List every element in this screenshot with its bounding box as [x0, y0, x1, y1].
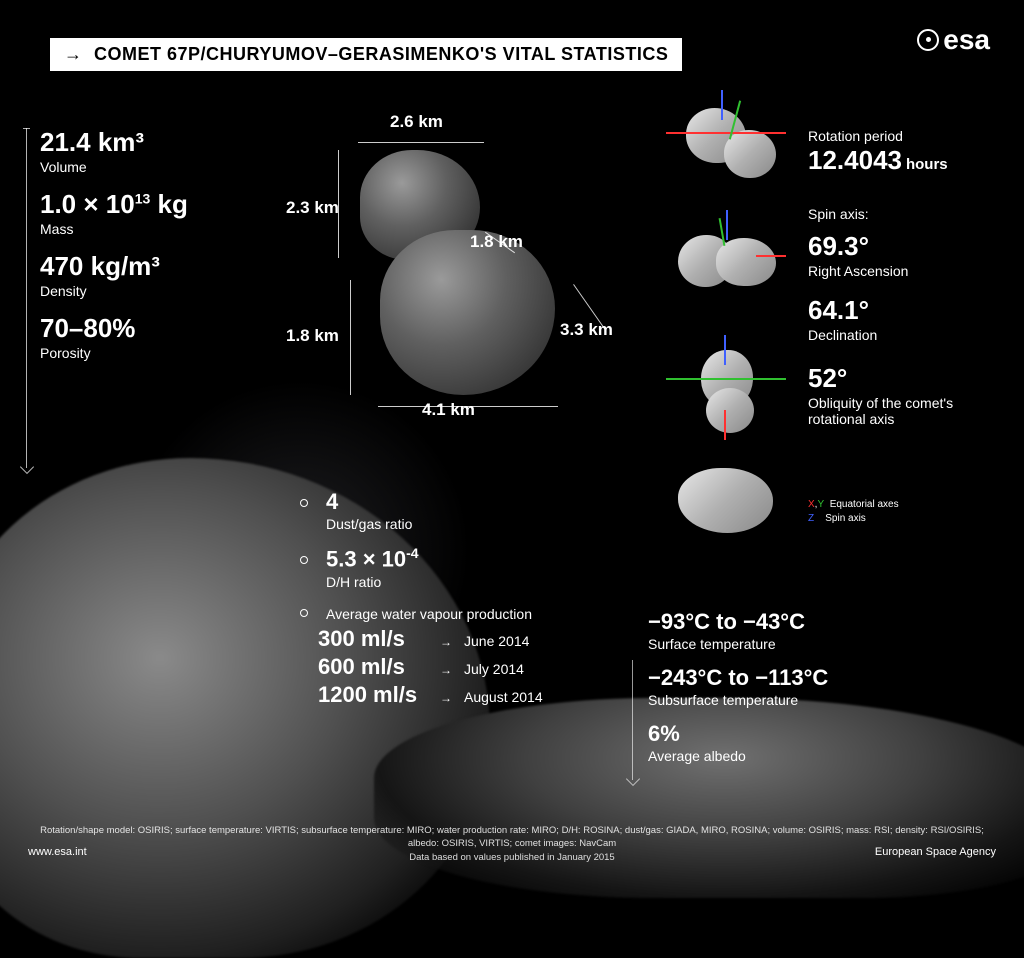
arrow-icon: → [440, 635, 452, 649]
water-val-1: 600 ml/s [318, 654, 428, 680]
arrow-icon: → [64, 44, 83, 64]
dec-value: 64.1° [808, 296, 877, 325]
z-axis-icon [721, 90, 723, 120]
water-date-2: August 2014 [464, 689, 543, 705]
water-row-0: 300 ml/s → June 2014 [318, 626, 543, 652]
stat-albedo: 6% Average albedo [648, 722, 746, 764]
model-view-2 [666, 210, 786, 310]
bullet-icon [300, 609, 308, 617]
dh-label: D/H ratio [326, 574, 419, 590]
water-date-1: July 2014 [464, 661, 524, 677]
comet-dimensions-diagram [300, 130, 600, 440]
stat-density: 470 kg/m³ Density [40, 252, 160, 299]
footer-agency: European Space Agency [875, 846, 996, 858]
water-row-1: 600 ml/s → July 2014 [318, 654, 543, 680]
density-value: 470 kg/m³ [40, 252, 160, 281]
rotation-value: 12.4043 [808, 145, 902, 175]
water-val-0: 300 ml/s [318, 626, 428, 652]
esa-logo-text: esa [943, 24, 990, 56]
z-label: Z [808, 513, 814, 524]
z-axis-icon [726, 210, 728, 240]
ra-label: Right Ascension [808, 263, 908, 279]
x-axis-icon [666, 132, 786, 134]
y-label: Y [817, 499, 824, 510]
dim-head-w: 2.6 km [390, 112, 443, 132]
arrow-icon: → [440, 691, 452, 705]
albedo-label: Average albedo [648, 748, 746, 764]
footer-credits: Rotation/shape model: OSIRIS; surface te… [0, 824, 1024, 864]
dim-body-h: 1.8 km [286, 326, 339, 346]
stat-dust-gas: 4 Dust/gas ratio [300, 490, 412, 536]
volume-label: Volume [40, 159, 144, 175]
arrow-icon: → [440, 663, 452, 677]
water-date-0: June 2014 [464, 633, 529, 649]
water-row-2: 1200 ml/s → August 2014 [318, 682, 543, 708]
x-axis-icon [724, 410, 726, 440]
dustgas-value: 4 [326, 490, 412, 514]
stat-dh-ratio: 5.3 × 10-4 D/H ratio [300, 546, 419, 594]
volume-value: 21.4 km³ [40, 128, 144, 157]
credits-text: Rotation/shape model: OSIRIS; surface te… [30, 824, 994, 851]
esa-logo-icon [917, 29, 939, 51]
stat-subsurface-temp: −243°C to −113°C Subsurface temperature [648, 666, 828, 708]
spin-axis-header: Spin axis: [808, 206, 869, 224]
dim-body-d: 3.3 km [560, 320, 613, 340]
rotation-label: Rotation period [808, 128, 948, 144]
title-bar: → COMET 67P/CHURYUMOV–GERASIMENKO'S VITA… [50, 38, 682, 71]
xy-legend: Equatorial axes [830, 499, 899, 510]
esa-logo: esa [917, 24, 990, 56]
subsurface-temp-value: −243°C to −113°C [648, 666, 828, 690]
stat-rotation: Rotation period 12.4043hours [808, 128, 948, 175]
stat-right-ascension: 69.3° Right Ascension [808, 232, 908, 279]
spin-header: Spin axis: [808, 206, 869, 222]
mass-label: Mass [40, 221, 188, 237]
porosity-label: Porosity [40, 345, 135, 361]
stat-water-vapour: Average water vapour production 300 ml/s… [300, 604, 543, 710]
footer-url: www.esa.int [28, 846, 87, 858]
water-val-2: 1200 ml/s [318, 682, 428, 708]
stat-porosity: 70–80% Porosity [40, 314, 135, 361]
subsurface-temp-label: Subsurface temperature [648, 692, 828, 708]
data-note: Data based on values published in Januar… [30, 851, 994, 864]
albedo-value: 6% [648, 722, 746, 746]
surface-temp-label: Surface temperature [648, 636, 805, 652]
left-indicator-line [26, 128, 27, 468]
bullet-icon [300, 499, 308, 507]
stat-declination: 64.1° Declination [808, 296, 877, 343]
dustgas-label: Dust/gas ratio [326, 516, 412, 532]
dh-value: 5.3 × 10-4 [326, 546, 419, 572]
rotation-unit: hours [906, 156, 948, 173]
bullet-icon [300, 556, 308, 564]
obliq-label: Obliquity of the comet's rotational axis [808, 395, 998, 427]
ra-value: 69.3° [808, 232, 908, 261]
z-legend: Spin axis [825, 513, 866, 524]
obliq-value: 52° [808, 364, 998, 393]
porosity-value: 70–80% [40, 314, 135, 343]
stat-surface-temp: −93°C to −43°C Surface temperature [648, 610, 805, 652]
water-header: Average water vapour production [326, 606, 532, 622]
dim-body-w: 4.1 km [422, 400, 475, 420]
mass-value: 1.0 × 1013 kg [40, 190, 188, 219]
model-view-1 [666, 90, 786, 190]
stat-volume: 21.4 km³ Volume [40, 128, 144, 175]
temp-indicator-line [632, 660, 633, 780]
dim-head-h: 2.3 km [286, 198, 339, 218]
x-label: X [808, 499, 815, 510]
density-label: Density [40, 283, 160, 299]
dim-head-d: 1.8 km [470, 232, 523, 252]
model-view-4 [666, 460, 786, 540]
surface-temp-value: −93°C to −43°C [648, 610, 805, 634]
stat-mass: 1.0 × 1013 kg Mass [40, 190, 188, 237]
page-title: COMET 67P/CHURYUMOV–GERASIMENKO'S VITAL … [94, 44, 668, 64]
x-axis-icon [756, 255, 786, 257]
z-axis-icon [724, 335, 726, 365]
axes-legend: X,Y Equatorial axes Z Spin axis [808, 498, 899, 526]
model-view-3 [666, 330, 786, 430]
dec-label: Declination [808, 327, 877, 343]
comet-body-shape [380, 230, 555, 395]
y-axis-icon [666, 378, 786, 380]
stat-obliquity: 52° Obliquity of the comet's rotational … [808, 364, 998, 427]
